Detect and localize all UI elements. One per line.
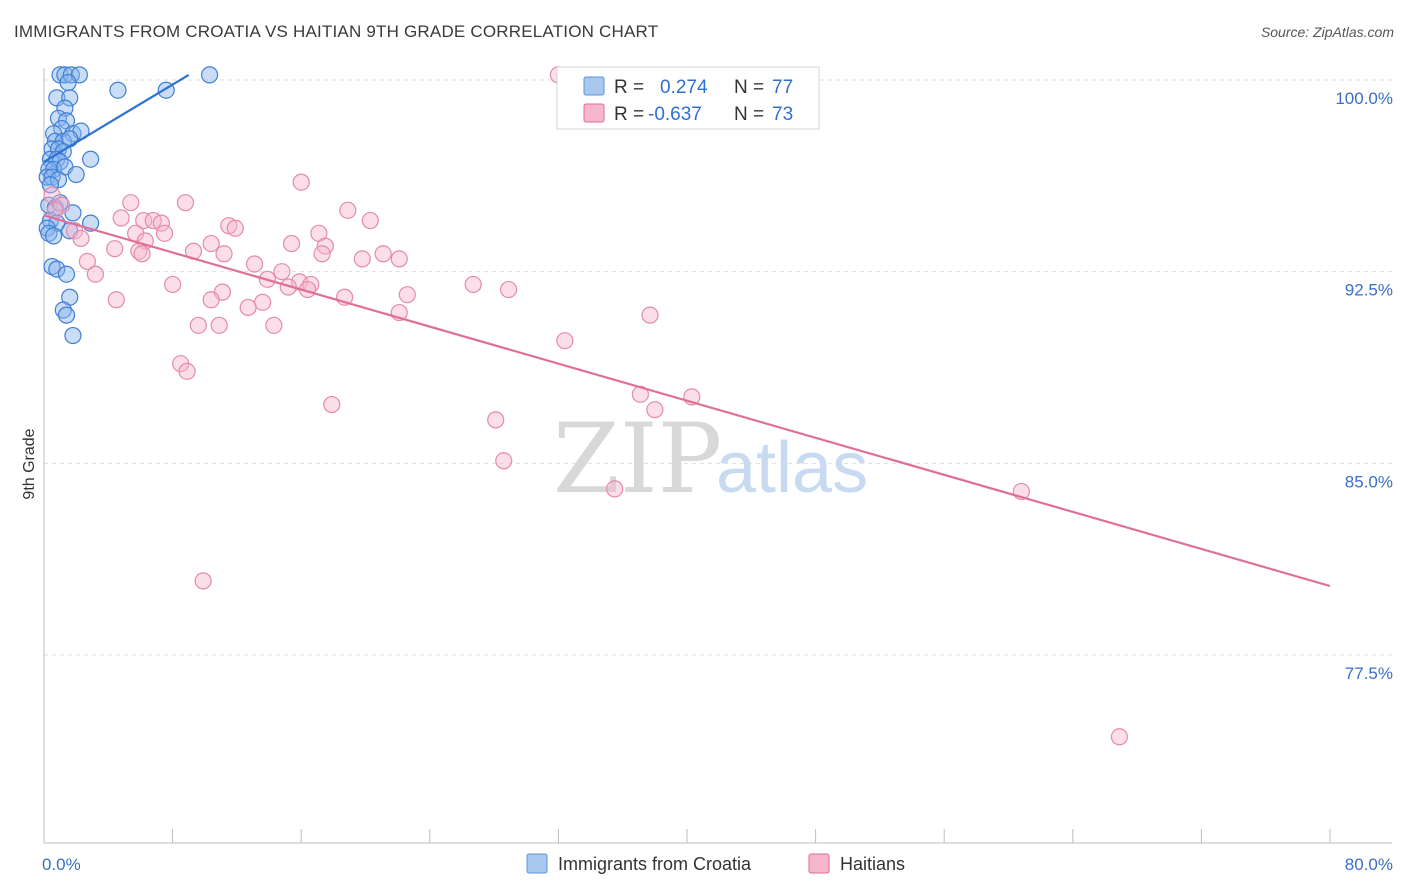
point-haiti-41 xyxy=(279,278,297,296)
point-croatia-5 xyxy=(109,81,127,99)
point-croatia-9 xyxy=(61,89,79,107)
source-credit: Source: ZipAtlas.com xyxy=(1260,24,1394,40)
legend-r-value-croatia: 0.274 xyxy=(660,77,708,98)
point-croatia-48 xyxy=(57,265,76,283)
point-croatia-51 xyxy=(57,306,76,324)
legend-n-label-croatia: N = xyxy=(734,77,764,98)
legend-swatch-croatia xyxy=(583,76,605,96)
y-tick-label-3: 77.5% xyxy=(1345,664,1393,683)
point-haiti-1 xyxy=(292,173,310,191)
bottom-legend-swatch-haiti xyxy=(808,853,830,874)
point-haiti-32 xyxy=(390,250,408,268)
point-haiti-46 xyxy=(202,291,220,309)
point-haiti-57 xyxy=(556,332,574,350)
legend-r-value-haiti: -0.637 xyxy=(648,104,702,125)
bottom-legend-swatch-croatia xyxy=(526,853,548,874)
point-haiti-6 xyxy=(176,194,195,212)
point-haiti-12 xyxy=(152,214,170,232)
point-croatia-7 xyxy=(200,66,219,84)
point-croatia-46 xyxy=(43,257,61,276)
series-haiti-points xyxy=(43,66,1129,746)
point-haiti-69 xyxy=(1110,728,1129,746)
point-haiti-66 xyxy=(606,480,624,498)
x-tick-labels: 0.0% 80.0% xyxy=(42,855,1393,874)
chart-title: IMMIGRANTS FROM CROATIA VS HAITIAN 9TH G… xyxy=(14,22,659,41)
point-haiti-28 xyxy=(215,245,233,263)
point-haiti-65 xyxy=(495,452,513,470)
bottom-legend-label-haiti: Haitians xyxy=(840,854,905,874)
point-haiti-43 xyxy=(464,275,482,294)
point-haiti-50 xyxy=(254,293,272,311)
point-haiti-8 xyxy=(361,211,379,230)
point-haiti-48 xyxy=(398,286,416,304)
point-croatia-44 xyxy=(40,224,58,242)
y-tick-label-0: 100.0% xyxy=(1335,89,1393,108)
y-tick-labels: 100.0% 92.5% 85.0% 77.5% xyxy=(1335,89,1393,683)
series-legend: Immigrants from Croatia Haitians xyxy=(526,853,905,874)
point-haiti-7 xyxy=(339,201,357,219)
point-haiti-5 xyxy=(122,194,140,212)
point-croatia-33 xyxy=(67,165,85,184)
point-haiti-17 xyxy=(155,224,174,242)
legend-r-label-haiti: R = xyxy=(614,104,644,125)
legend-n-label-haiti: N = xyxy=(734,104,764,125)
point-croatia-10 xyxy=(56,99,74,117)
point-croatia-47 xyxy=(48,260,66,278)
point-haiti-55 xyxy=(210,316,228,334)
stats-legend: R = 0.274 N = 77 R = -0.637 N = 73 xyxy=(556,66,820,130)
gridlines xyxy=(44,79,1392,656)
point-haiti-26 xyxy=(133,245,151,263)
point-croatia-4 xyxy=(59,73,77,92)
point-haiti-56 xyxy=(265,316,283,334)
point-haiti-53 xyxy=(641,306,659,324)
point-haiti-35 xyxy=(86,265,105,283)
point-haiti-49 xyxy=(107,291,125,309)
point-haiti-10 xyxy=(135,211,153,230)
y-axis-title: 9th Grade xyxy=(21,428,38,499)
y-tick-label-1: 92.5% xyxy=(1345,281,1393,300)
point-haiti-24 xyxy=(106,240,124,258)
point-haiti-21 xyxy=(202,234,220,253)
point-haiti-22 xyxy=(282,234,301,253)
point-haiti-51 xyxy=(239,298,257,317)
point-haiti-64 xyxy=(487,411,505,429)
trend-line-haiti xyxy=(43,214,1331,588)
watermark-zip: ZIP xyxy=(553,403,722,515)
watermark: ZIP atlas xyxy=(553,403,868,515)
point-haiti-68 xyxy=(194,572,212,590)
x-tick-label-0: 0.0% xyxy=(42,855,81,874)
legend-r-label-croatia: R = xyxy=(614,77,644,98)
point-haiti-34 xyxy=(273,263,291,281)
point-croatia-50 xyxy=(54,301,72,319)
legend-n-value-croatia: 77 xyxy=(772,77,793,98)
point-haiti-59 xyxy=(178,362,196,380)
point-haiti-30 xyxy=(353,250,371,268)
point-haiti-36 xyxy=(78,252,97,271)
legend-n-value-haiti: 73 xyxy=(772,104,793,125)
point-haiti-62 xyxy=(646,401,664,419)
point-croatia-26 xyxy=(82,150,100,168)
point-haiti-39 xyxy=(164,275,182,294)
point-haiti-29 xyxy=(313,245,331,263)
legend-swatch-haiti xyxy=(583,103,605,123)
point-haiti-63 xyxy=(323,395,341,414)
point-haiti-33 xyxy=(245,255,264,273)
watermark-atlas: atlas xyxy=(716,428,868,508)
point-croatia-52 xyxy=(64,326,82,345)
bottom-legend-label-croatia: Immigrants from Croatia xyxy=(558,854,752,874)
axes xyxy=(43,68,1392,844)
trend-line-croatia xyxy=(43,73,190,163)
point-haiti-54 xyxy=(189,316,207,334)
x-tick-label-1: 80.0% xyxy=(1345,855,1393,874)
point-haiti-9 xyxy=(112,209,130,227)
point-haiti-44 xyxy=(499,280,518,299)
point-haiti-19 xyxy=(72,229,90,248)
trend-lines xyxy=(43,73,1331,588)
point-croatia-45 xyxy=(45,227,63,245)
point-haiti-31 xyxy=(374,245,392,263)
point-haiti-14 xyxy=(226,219,244,237)
y-tick-label-2: 85.0% xyxy=(1345,472,1393,491)
